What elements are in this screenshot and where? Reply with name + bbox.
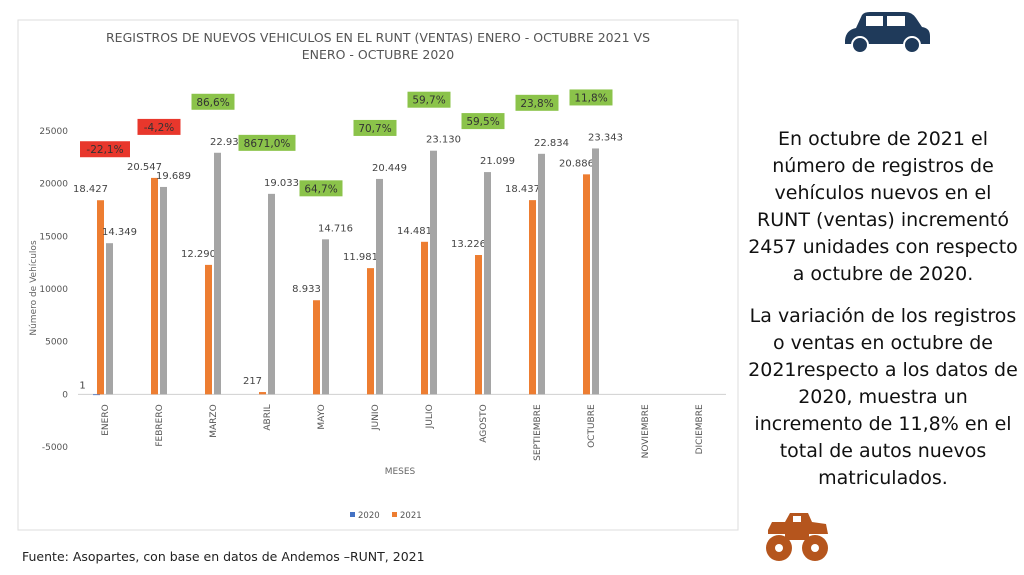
bar [97,200,104,395]
data-label: 217 [243,376,262,387]
data-label: 12.290 [181,249,216,260]
annotation-box [515,94,559,111]
x-tick-label: ENERO [101,404,111,435]
y-tick-label: 0 [62,390,68,400]
legend: 2020 2021 [350,511,422,521]
data-label: 14.716 [318,223,353,234]
y-tick-label: 20000 [39,180,68,190]
bar [421,241,428,395]
annotation: 70,7% [358,123,391,135]
bar [376,178,383,395]
paragraph: En octubre de 2021 el número de registro… [748,128,1018,285]
y-axis-title: Número de Vehículos [29,240,39,336]
annotation-box [461,113,505,130]
x-axis-title: MESES [385,467,416,477]
bar [151,177,158,395]
y-tick-label: 10000 [39,285,68,295]
y-tick-label: 5000 [45,338,68,348]
bar [475,255,482,395]
x-tick-label: NOVIEMBRE [641,404,651,458]
annotation-box [137,118,181,135]
bar [367,268,374,395]
annotation-box [191,93,235,110]
annotation-box [80,141,130,158]
data-label: 22.933 [210,137,245,148]
legend-swatch [392,512,397,517]
data-label: 19.689 [156,171,191,182]
data-label: 1 [79,380,85,391]
data-label: 18.427 [73,184,108,195]
bar [484,172,491,395]
data-label: 20.547 [127,162,162,173]
bar [214,152,221,395]
annotation: 8671,0% [244,138,291,150]
annotation: 59,5% [466,116,499,128]
bar [313,300,320,395]
bar [268,193,275,395]
bar [529,200,536,395]
data-label: 13.226 [451,239,486,250]
annotation-box [353,119,397,136]
data-label: 11.981 [343,252,378,263]
annotation-box [299,180,343,197]
data-label: 19.033 [264,178,299,189]
data-label: 14.481 [397,226,432,237]
x-tick-label: ABRIL [263,404,273,430]
annotation: -22,1% [86,144,123,156]
data-label: 20.886 [559,158,594,169]
data-label: 23.343 [588,132,623,143]
paragraph: La variación de los registros o ventas e… [748,305,1018,489]
x-tick-label: MARZO [209,404,219,437]
data-label: 18.437 [505,184,540,195]
data-label: 22.834 [534,138,569,149]
x-tick-label: MAYO [317,404,327,429]
annotation: 64,7% [304,183,337,195]
bar [205,264,212,395]
source-note: Fuente: Asopartes, con base en datos de … [22,549,425,564]
bar [259,392,266,395]
data-label: 23.130 [426,135,461,146]
bar [592,148,599,395]
x-tick-label: FEBRERO [155,404,165,446]
x-tick-label: DICIEMBRE [695,404,705,454]
bar [538,153,545,395]
annotation: -4,2% [144,122,174,134]
bar [160,186,167,395]
bar [93,394,100,396]
x-tick-label: JUNIO [371,404,381,431]
chart-title: REGISTROS DE NUEVOS VEHICULOS EN EL RUNT… [106,30,650,45]
y-tick-label: -5000 [42,443,68,453]
car-icon [845,12,930,54]
x-tick-label: AGOSTO [479,404,489,442]
data-label: 20.449 [372,163,407,174]
data-label: 21.099 [480,156,515,167]
chart-subtitle: ENERO - OCTUBRE 2020 [302,47,454,62]
bar [322,239,329,395]
bar [583,174,590,395]
data-label: 8.933 [292,284,321,295]
y-tick-label: 25000 [39,127,68,137]
x-tick-label: SEPTIEMBRE [533,404,543,461]
legend-label: 2020 [358,511,380,521]
legend-swatch [350,512,355,517]
bar [430,150,437,395]
x-tick-label: JULIO [425,404,435,429]
legend-label: 2021 [400,511,422,521]
annotation: 59,7% [412,95,445,107]
annotation: 11,8% [574,92,607,104]
data-label: 14.349 [102,227,137,238]
y-tick-label: 15000 [39,232,68,242]
bar [106,243,113,395]
annotation-box [407,91,451,108]
annotation-box [238,134,296,151]
annotation: 86,6% [196,97,229,109]
truck-icon [766,513,828,561]
x-tick-label: OCTUBRE [587,404,597,448]
annotation-box [569,89,613,106]
annotation: 23,8% [520,98,553,110]
